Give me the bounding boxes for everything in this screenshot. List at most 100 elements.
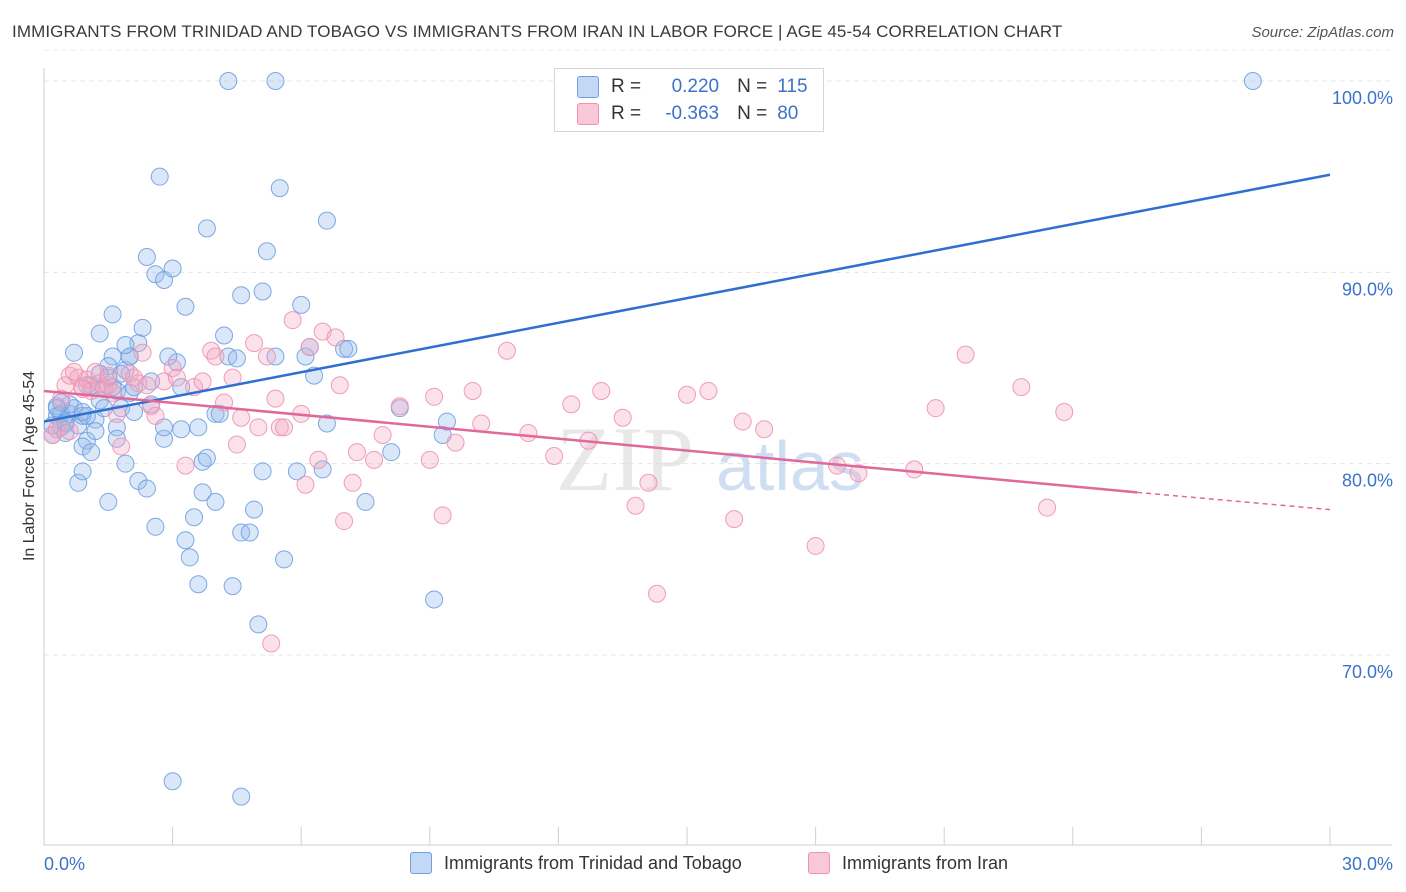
point-trinidad xyxy=(292,295,311,314)
point-iran xyxy=(283,311,302,330)
point-iran xyxy=(733,412,752,431)
point-iran xyxy=(755,420,774,439)
point-trinidad xyxy=(90,324,109,343)
point-trinidad xyxy=(133,318,152,337)
point-iran xyxy=(146,406,165,425)
trend-lines xyxy=(43,173,1331,511)
point-trinidad xyxy=(382,443,401,462)
point-trinidad xyxy=(73,462,92,481)
point-iran xyxy=(390,397,409,416)
legend-r-label: R = xyxy=(611,103,642,124)
point-trinidad xyxy=(137,248,156,267)
legend-swatch-trinidad xyxy=(577,76,599,98)
legend-n-label: N = xyxy=(737,103,768,124)
point-iran xyxy=(266,389,285,408)
point-iran xyxy=(519,424,538,443)
point-trinidad xyxy=(172,420,191,439)
tick-labels: 70.0% 80.0% 90.0% 100.0% 0.0% 30.0% xyxy=(44,88,1393,874)
point-trinidad xyxy=(437,412,456,431)
point-iran xyxy=(257,347,276,366)
point-trinidad xyxy=(82,443,101,462)
point-iran xyxy=(296,475,315,494)
grid-lines xyxy=(44,49,1390,656)
point-trinidad xyxy=(73,437,92,456)
point-iran xyxy=(270,418,289,437)
point-iran xyxy=(806,536,825,555)
point-iran xyxy=(232,408,251,427)
legend-item-iran[interactable]: Immigrants from Iran xyxy=(808,852,1008,874)
legend-r-label: R = xyxy=(611,76,642,97)
legend-row-iran: R = -0.363 N = 80 xyxy=(577,101,798,127)
point-iran xyxy=(433,506,452,525)
point-trinidad xyxy=(275,550,294,569)
point-trinidad xyxy=(137,479,156,498)
point-trinidad xyxy=(296,347,315,366)
point-trinidad xyxy=(185,508,204,527)
point-iran xyxy=(99,366,118,385)
x-tick-label: 30.0% xyxy=(1342,854,1393,874)
point-trinidad xyxy=(206,492,225,511)
point-trinidad xyxy=(219,72,238,90)
point-trinidad xyxy=(270,179,289,198)
point-trinidad xyxy=(116,454,135,473)
point-trinidad xyxy=(146,265,165,284)
point-iran xyxy=(137,376,156,395)
point-trinidad xyxy=(47,399,66,418)
point-iran xyxy=(60,422,79,441)
point-iran xyxy=(905,460,924,479)
point-iran xyxy=(206,347,225,366)
point-iran xyxy=(699,381,718,400)
legend-item-trinidad[interactable]: Immigrants from Trinidad and Tobago xyxy=(410,852,742,874)
point-iran xyxy=(326,328,345,347)
legend-r-value: -0.363 xyxy=(665,103,720,124)
point-iran xyxy=(626,496,645,515)
point-iran xyxy=(497,341,516,360)
point-trinidad xyxy=(189,418,208,437)
point-iran xyxy=(849,464,868,483)
legend-label-iran: Immigrants from Iran xyxy=(842,852,1009,873)
watermark-atlas: atlas xyxy=(716,427,864,505)
legend-n-label: N = xyxy=(737,76,768,97)
trend-line-iran xyxy=(43,389,1138,494)
point-iran xyxy=(956,345,975,364)
y-axis-label: In Labor Force | Age 45-54 xyxy=(21,370,38,562)
point-trinidad xyxy=(159,347,178,366)
y-tick-label: 80.0% xyxy=(1342,471,1393,491)
point-iran xyxy=(167,368,186,387)
point-trinidad xyxy=(193,483,212,502)
point-iran xyxy=(425,387,444,406)
point-iran xyxy=(562,395,581,414)
point-trinidad xyxy=(257,242,276,261)
chart-title: IMMIGRANTS FROM TRINIDAD AND TOBAGO VS I… xyxy=(12,22,1063,41)
point-trinidad xyxy=(146,517,165,536)
point-trinidad xyxy=(266,72,285,90)
point-trinidad xyxy=(163,259,182,278)
point-trinidad xyxy=(232,787,251,806)
point-iran xyxy=(613,408,632,427)
y-tick-label: 100.0% xyxy=(1332,88,1393,108)
point-trinidad xyxy=(210,404,229,423)
point-trinidad xyxy=(163,772,182,791)
point-trinidad xyxy=(197,219,216,238)
point-iran xyxy=(133,343,152,362)
point-iran xyxy=(65,362,84,381)
point-iran xyxy=(463,381,482,400)
point-trinidad xyxy=(339,339,358,358)
point-iran xyxy=(262,634,281,653)
point-iran xyxy=(227,435,246,454)
point-iran xyxy=(420,450,439,469)
point-iran xyxy=(112,437,131,456)
point-iran xyxy=(343,473,362,492)
point-trinidad xyxy=(227,349,246,368)
point-iran xyxy=(335,512,354,531)
point-iran xyxy=(163,359,182,377)
point-iran xyxy=(275,418,294,437)
point-trinidad xyxy=(116,336,135,355)
point-iran xyxy=(249,418,268,437)
y-tick-label: 90.0% xyxy=(1342,279,1393,299)
point-trinidad xyxy=(287,462,306,481)
point-trinidad xyxy=(313,460,332,479)
point-trinidad xyxy=(69,473,88,492)
point-trinidad xyxy=(232,286,251,305)
point-trinidad xyxy=(150,167,169,186)
